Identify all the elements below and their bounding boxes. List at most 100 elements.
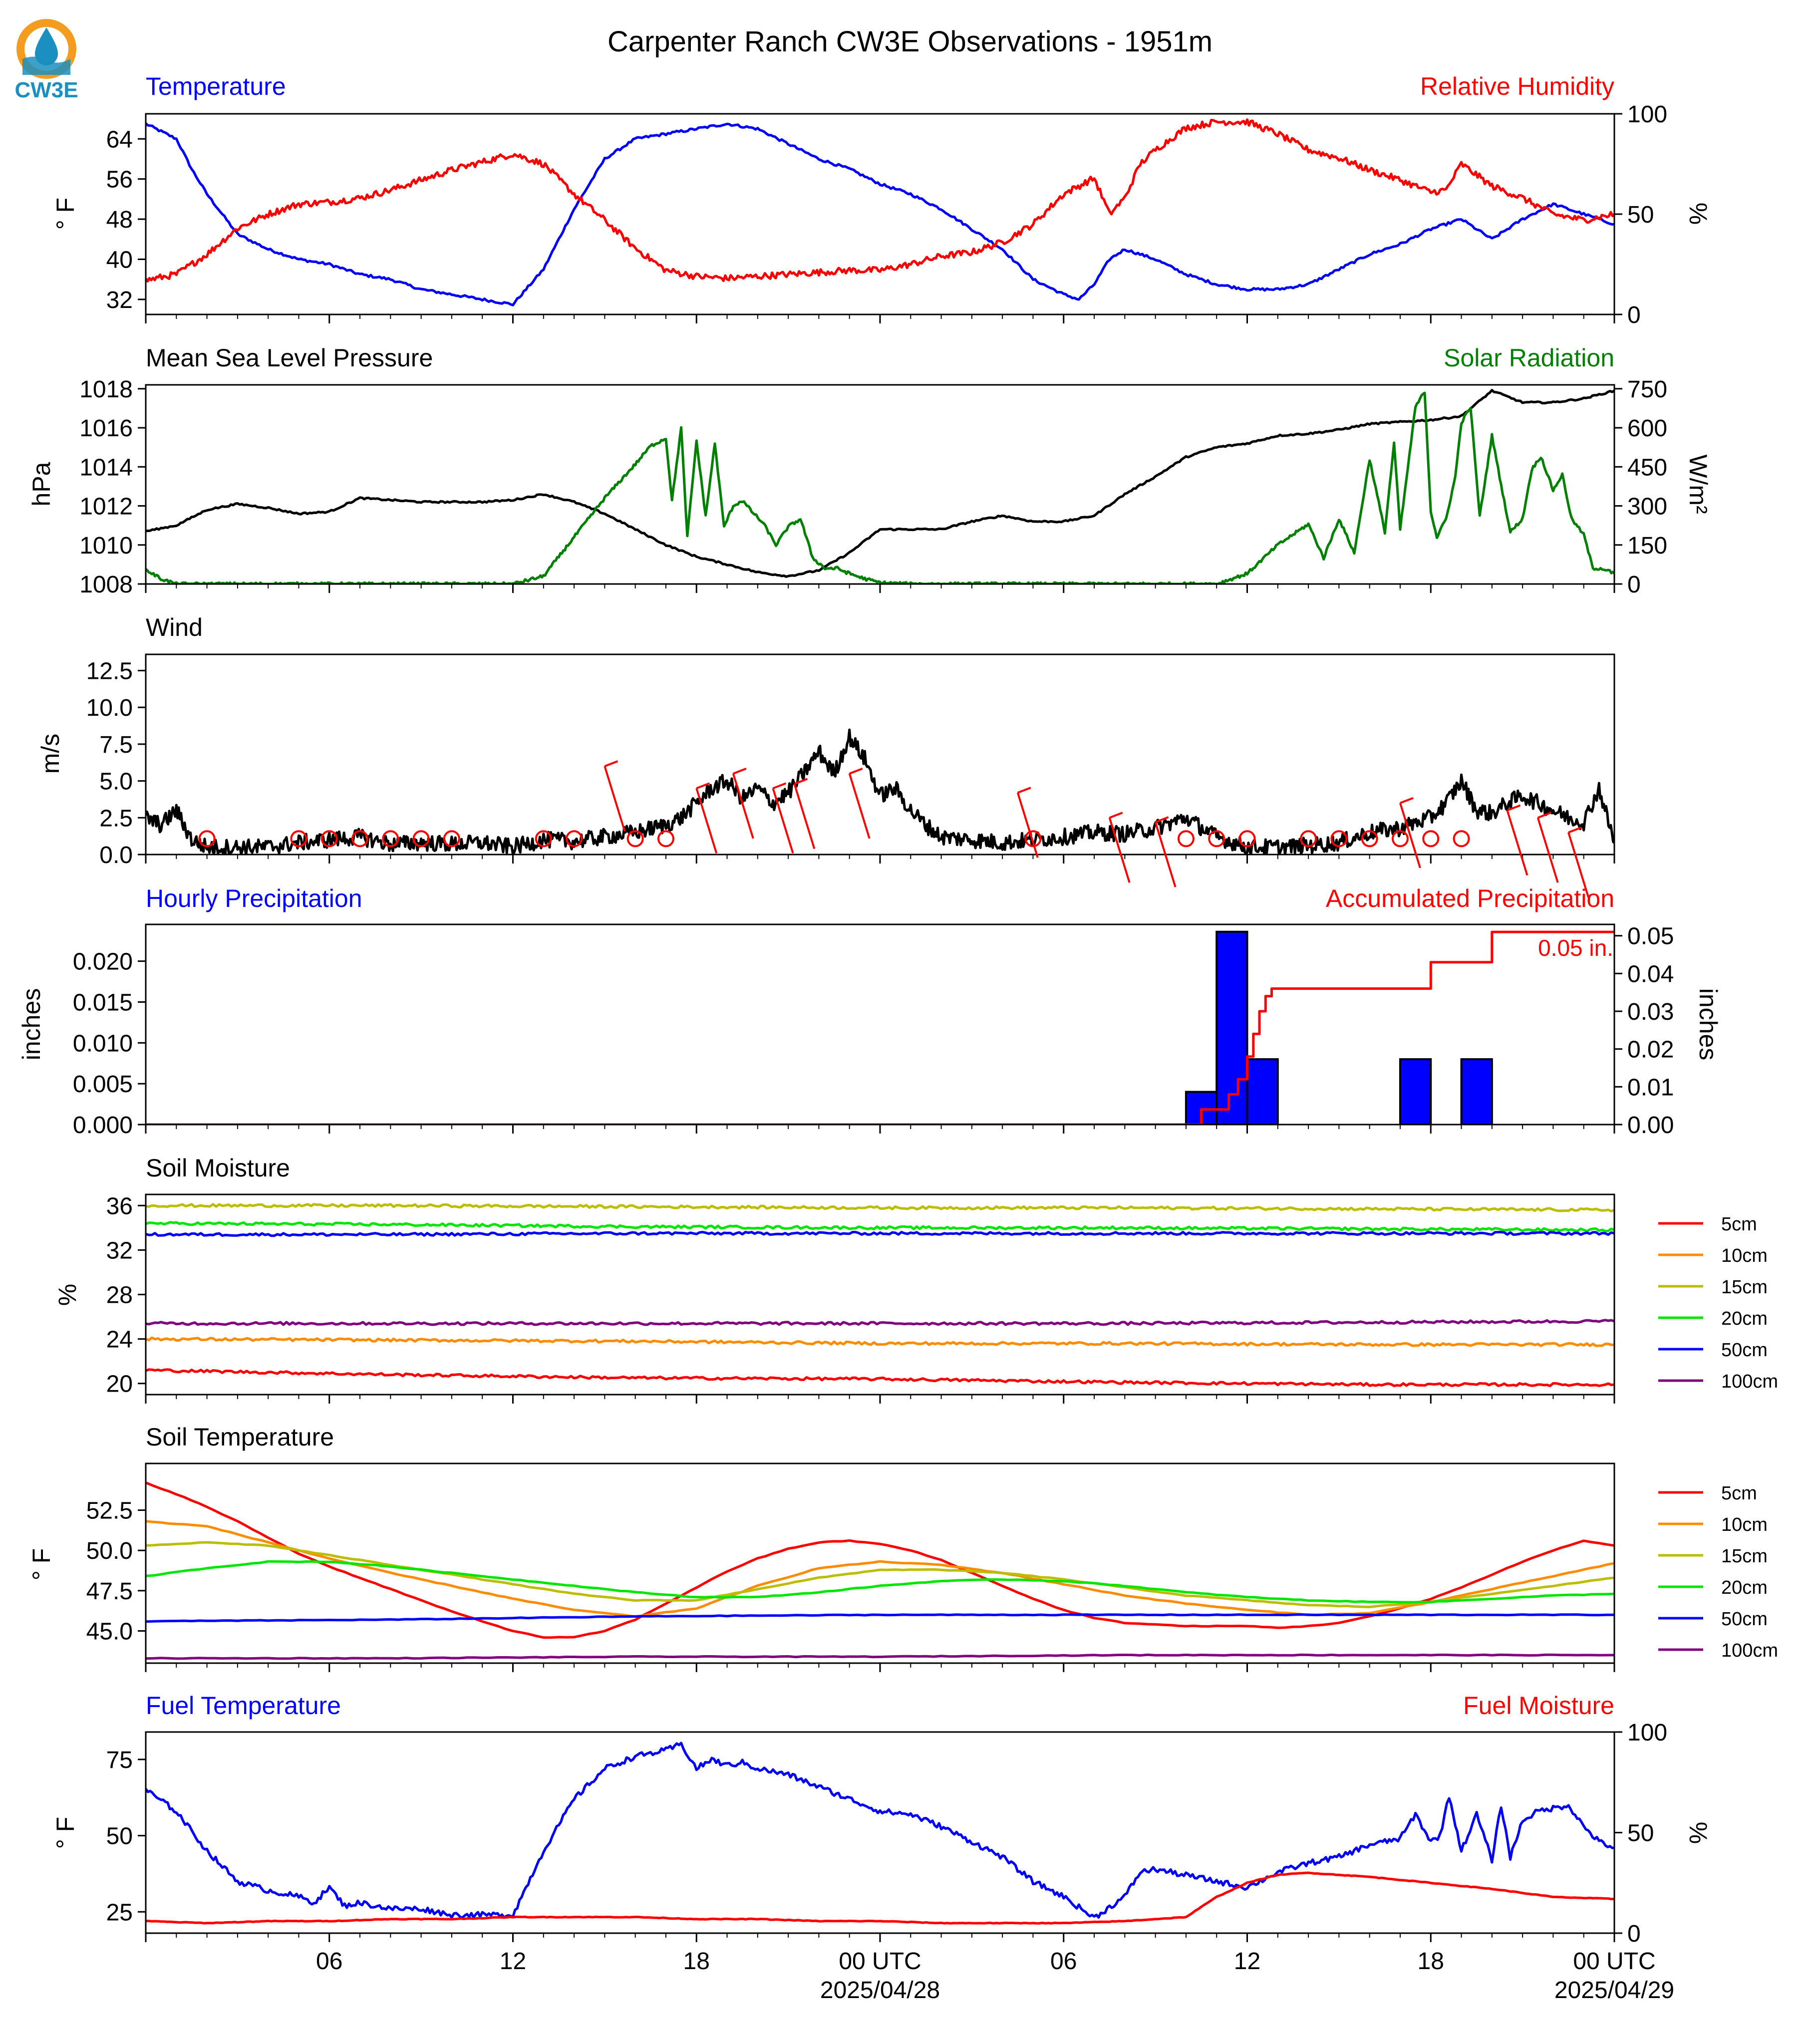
x-date-label: 2025/04/28	[820, 1977, 940, 2004]
y-tick-label: 47.5	[86, 1578, 133, 1605]
y2-tick-label: 300	[1627, 494, 1667, 520]
wind-barb-flag-icon	[604, 760, 618, 767]
y2-tick-label: 0.05	[1627, 923, 1674, 950]
calm-wind-circle-icon	[1238, 830, 1256, 848]
panel-right-axis-label: %	[1684, 1822, 1712, 1844]
y-tick-label: 32	[106, 287, 133, 313]
y-tick-label: 50	[106, 1823, 133, 1850]
y2-tick-label: 0	[1627, 572, 1641, 598]
y2-tick-label: 600	[1627, 415, 1667, 442]
series-100cm	[146, 1653, 1614, 1660]
calm-wind-circle-icon	[290, 830, 307, 848]
y-tick-label: 0.020	[73, 949, 133, 975]
series-5cm	[146, 1368, 1614, 1388]
calm-wind-circle-icon	[1422, 830, 1440, 848]
y2-tick-label: 0.02	[1627, 1037, 1674, 1063]
y-tick-label: 5.0	[99, 769, 133, 795]
total-precip-annotation: 0.05 in.	[1538, 935, 1613, 961]
wind-barb-flag-icon	[733, 767, 747, 775]
panel-left-axis-label: ° F	[51, 1817, 79, 1849]
wind-barb-icon	[604, 766, 626, 832]
calm-wind-circle-icon	[320, 830, 338, 848]
x-tick-label: 18	[1418, 1948, 1444, 1975]
y-tick-label: 12.5	[86, 658, 133, 684]
series-15cm	[146, 1541, 1614, 1608]
x-tick-label: 06	[316, 1948, 342, 1975]
calm-wind-circle-icon	[626, 830, 644, 848]
cw3e-logo: CW3E	[14, 19, 78, 102]
series-100cm	[146, 1319, 1614, 1326]
y-tick-label: 64	[106, 126, 133, 153]
y-tick-label: 10.0	[86, 695, 133, 721]
y2-tick-label: 0	[1627, 302, 1641, 328]
legend-label: 20cm	[1721, 1308, 1768, 1329]
plot-area	[146, 389, 1614, 584]
wind-barb-flag-icon	[1109, 812, 1123, 819]
panel-right-axis-label: W/m²	[1684, 454, 1712, 514]
wind-barb-flag-icon	[1017, 787, 1031, 794]
legend-label: 5cm	[1721, 1214, 1757, 1235]
y-tick-label: 20	[106, 1371, 133, 1398]
panel-left-title: Wind	[146, 613, 203, 641]
x-tick-label: 00 UTC	[839, 1948, 921, 1975]
legend-label: 15cm	[1721, 1546, 1768, 1567]
calm-wind-circle-icon	[351, 830, 369, 848]
panel-right-title: Fuel Moisture	[1463, 1692, 1614, 1720]
y-tick-label: 56	[106, 167, 133, 193]
y-tick-label: 40	[106, 247, 133, 273]
wind-barb-icon	[732, 773, 754, 839]
y-tick-label: 24	[106, 1327, 133, 1353]
wind-barb-icon	[1108, 817, 1131, 883]
y2-tick-label: 450	[1627, 454, 1667, 481]
y2-tick-label: 0	[1627, 1921, 1641, 1947]
calm-wind-circle-icon	[657, 830, 674, 848]
y-tick-label: 1012	[79, 494, 133, 520]
y-tick-label: 0.015	[73, 989, 133, 1016]
series-relative-humidity	[146, 118, 1614, 283]
x-tick-label: 00 UTC	[1573, 1948, 1655, 1975]
y-tick-label: 1016	[79, 415, 133, 442]
panel-left-axis-label: hPa	[27, 462, 55, 506]
wind-barb-flag-icon	[772, 782, 787, 790]
panel-left-title: Fuel Temperature	[146, 1692, 341, 1720]
y-tick-label: 0.000	[73, 1112, 133, 1139]
wind-barb-icon	[695, 788, 718, 854]
y2-tick-label: 0.04	[1627, 961, 1674, 987]
precip-bar	[1460, 1058, 1493, 1125]
y-tick-label: 50.0	[86, 1538, 133, 1564]
y-tick-label: 36	[106, 1193, 133, 1219]
y-tick-label: 48	[106, 207, 133, 233]
calm-wind-circle-icon	[1300, 830, 1317, 848]
series-mean-sea-level-pressure	[146, 389, 1614, 578]
wind-barb-icon	[1399, 803, 1421, 869]
y-tick-label: 1010	[79, 533, 133, 559]
panel-left-title: Soil Temperature	[146, 1423, 334, 1451]
panel-right-title: Relative Humidity	[1420, 72, 1614, 100]
y2-tick-label: 100	[1627, 101, 1667, 128]
series-5cm	[146, 1481, 1614, 1639]
legend-label: 100cm	[1721, 1371, 1778, 1392]
y-tick-label: 0.0	[99, 842, 133, 869]
y2-tick-label: 50	[1627, 1820, 1654, 1847]
wind-barb-flag-icon	[794, 778, 808, 785]
calm-wind-circle-icon	[382, 830, 399, 848]
y2-tick-label: 100	[1627, 1720, 1667, 1746]
panel-left-axis-label: %	[53, 1284, 81, 1306]
figure-title: Carpenter Ranch CW3E Observations - 1951…	[607, 25, 1213, 58]
panel-right-title: Accumulated Precipitation	[1326, 884, 1614, 912]
series-15cm	[146, 1203, 1614, 1212]
panel-pressure: Mean Sea Level Pressure Solar Radiation …	[27, 344, 1712, 598]
precip-bar	[1246, 1058, 1279, 1125]
logo-text: CW3E	[14, 78, 78, 102]
y2-tick-label: 0.00	[1627, 1112, 1674, 1139]
series-10cm	[146, 1520, 1614, 1618]
series-fuel-moisture	[146, 1871, 1614, 1925]
calm-wind-circle-icon	[1453, 830, 1470, 848]
calm-wind-circle-icon	[1208, 830, 1225, 848]
calm-wind-circle-icon	[566, 830, 583, 848]
y-tick-label: 0.010	[73, 1030, 133, 1057]
water-drop-icon	[35, 27, 58, 65]
legend-label: 15cm	[1721, 1277, 1768, 1298]
panel-left-axis-label: inches	[17, 988, 45, 1061]
